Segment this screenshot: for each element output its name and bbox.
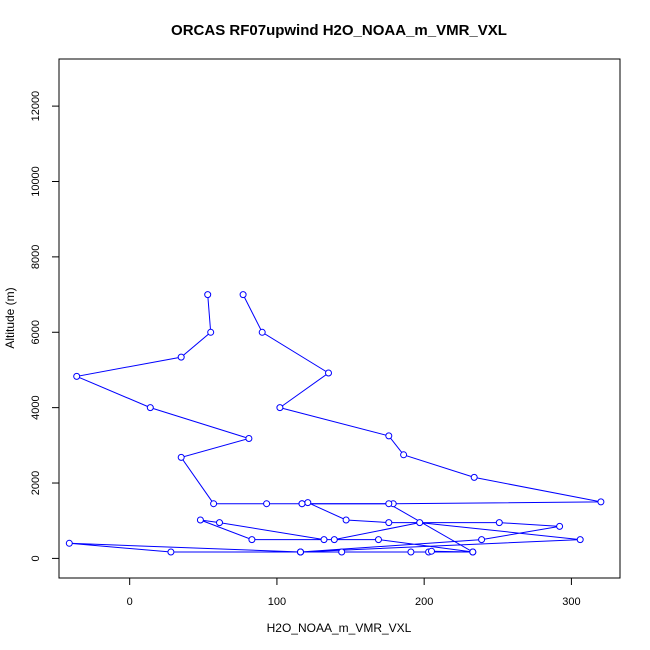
data-point [416,519,424,527]
y-tick-label: 0 [30,555,42,561]
data-point [210,500,218,508]
data-point [258,328,266,336]
data-point [400,451,408,459]
data-point [470,473,478,481]
x-tick-label: 100 [268,596,286,608]
x-tick-label: 300 [562,596,580,608]
y-tick-label: 10000 [30,166,42,197]
data-point [375,536,382,544]
data-point [204,291,212,299]
data-point [342,516,350,524]
data-point [478,536,486,544]
x-axis-label: H2O_NOAA_m_VMR_VXL [267,621,412,635]
x-tick-label: 200 [415,596,433,608]
y-tick-label: 2000 [30,471,42,495]
y-tick-label: 6000 [30,320,42,344]
data-point [146,404,154,412]
data-point [248,536,256,544]
data-point [385,432,393,440]
data-point [576,536,584,544]
data-point [304,499,312,507]
data-point [556,522,564,530]
data-point [245,435,253,442]
y-axis: 0 2000 4000 6000 8000 10000 12000 [30,91,59,561]
y-axis-label: Altitude (m) [3,287,17,348]
data-point [297,548,304,556]
y-tick-label: 8000 [30,245,42,269]
series-layer [65,291,605,556]
series-line-2 [69,502,581,553]
x-axis: 0 100 200 300 [127,578,581,608]
data-point [495,519,503,527]
data-point [167,548,175,556]
data-point [385,500,393,508]
data-point [428,547,435,555]
x-tick-label: 0 [127,596,133,608]
data-point [325,369,332,377]
data-point [298,500,306,508]
data-point [196,516,204,524]
data-point [407,548,415,556]
data-point [177,453,185,461]
data-point [207,328,215,336]
data-point [65,539,73,547]
data-point [385,519,393,527]
data-point [597,498,605,506]
plot-frame [58,58,621,579]
data-point [276,404,284,412]
data-point [338,548,346,556]
data-point [263,500,271,508]
data-point [73,372,81,380]
data-point [177,353,185,361]
data-point [320,536,328,544]
data-point [469,548,477,556]
data-point [330,536,338,544]
data-point [239,291,247,299]
y-tick-label: 12000 [30,91,42,122]
chart-title: ORCAS RF07upwind H2O_NOAA_m_VMR_VXL [171,22,507,39]
data-point [216,519,223,527]
y-tick-label: 4000 [30,395,42,419]
series-line-1 [74,294,601,505]
